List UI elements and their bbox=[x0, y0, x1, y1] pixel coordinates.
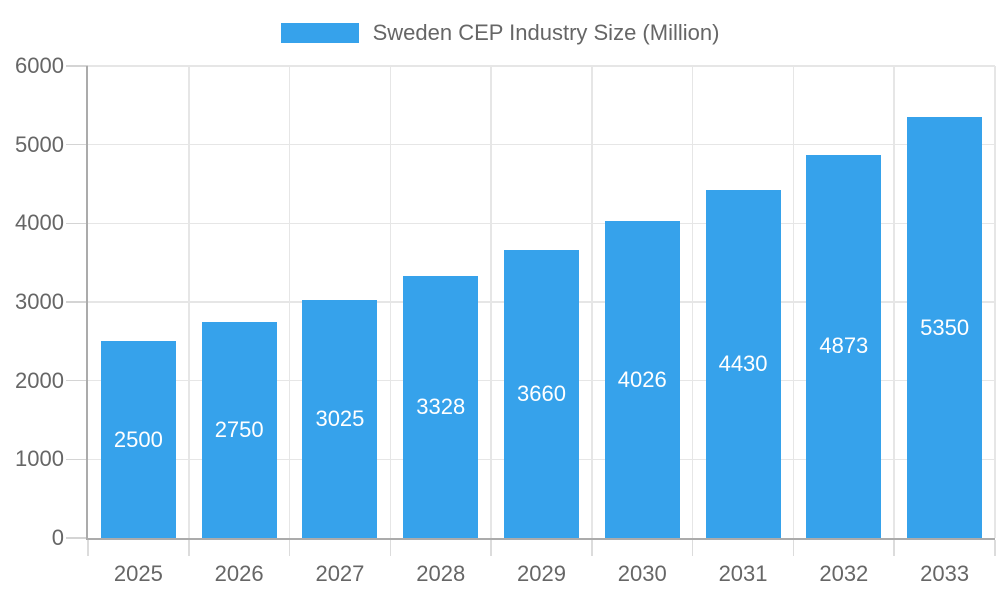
x-axis-label: 2030 bbox=[617, 561, 667, 586]
y-axis-tick bbox=[66, 379, 88, 382]
legend-swatch bbox=[280, 23, 359, 43]
y-axis-tick bbox=[66, 301, 88, 303]
x-gridline bbox=[994, 66, 996, 538]
y-axis-label: 2000 bbox=[15, 367, 64, 393]
x-axis-tick bbox=[87, 540, 89, 556]
x-axis-label: 2032 bbox=[819, 561, 869, 586]
y-axis-label: 5000 bbox=[15, 131, 64, 157]
bar[interactable] bbox=[806, 154, 882, 538]
bar[interactable] bbox=[302, 300, 378, 538]
x-gridline bbox=[288, 66, 291, 538]
y-gridline bbox=[88, 65, 995, 67]
legend-item[interactable]: Sweden CEP Industry Size (Million) bbox=[0, 20, 1000, 46]
bar-value-label: 5350 bbox=[920, 314, 970, 340]
y-axis-tick bbox=[66, 537, 88, 539]
bar-value-label: 2750 bbox=[214, 416, 264, 442]
y-gridline bbox=[88, 143, 995, 146]
bar[interactable] bbox=[201, 321, 277, 538]
x-axis-tick bbox=[792, 540, 795, 556]
y-axis-tick bbox=[66, 143, 88, 146]
bar[interactable] bbox=[503, 250, 580, 538]
bar[interactable] bbox=[604, 221, 680, 538]
y-axis-tick bbox=[66, 65, 88, 67]
x-gridline bbox=[792, 66, 795, 538]
x-gridline bbox=[691, 66, 694, 538]
y-axis-tick bbox=[66, 222, 88, 225]
x-axis-label: 2028 bbox=[416, 561, 466, 586]
legend-label: Sweden CEP Industry Size (Million) bbox=[372, 20, 720, 45]
bar-value-label: 4026 bbox=[617, 366, 667, 392]
y-gridline bbox=[88, 222, 995, 225]
x-gridline bbox=[188, 66, 190, 538]
y-axis-label: 4000 bbox=[15, 210, 64, 236]
x-axis-tick bbox=[893, 540, 895, 556]
x-gridline bbox=[591, 66, 593, 538]
x-gridline bbox=[490, 66, 492, 538]
x-gridline bbox=[389, 66, 392, 538]
x-axis-tick bbox=[188, 540, 190, 556]
bar-value-label: 2500 bbox=[113, 426, 163, 452]
y-axis-tick bbox=[66, 458, 88, 461]
x-axis-label: 2029 bbox=[517, 561, 566, 586]
x-axis-label: 2031 bbox=[718, 561, 768, 586]
x-axis-label: 2026 bbox=[214, 561, 264, 586]
x-axis-line bbox=[86, 538, 995, 540]
y-axis-label: 6000 bbox=[15, 53, 64, 78]
x-axis-tick bbox=[389, 540, 392, 556]
y-axis-label: 0 bbox=[51, 525, 64, 550]
x-axis-tick bbox=[288, 540, 291, 556]
x-axis-label: 2033 bbox=[920, 561, 970, 586]
bar[interactable] bbox=[403, 276, 479, 538]
x-axis-tick bbox=[591, 540, 593, 556]
bar-value-label: 4430 bbox=[718, 350, 768, 376]
x-axis-tick bbox=[490, 540, 492, 556]
bar-value-label: 3660 bbox=[517, 381, 566, 407]
y-axis-label: 3000 bbox=[15, 289, 64, 314]
bar-value-label: 3025 bbox=[315, 406, 365, 432]
x-axis-tick bbox=[994, 540, 996, 556]
bar-value-label: 3328 bbox=[416, 394, 466, 420]
x-axis-tick bbox=[691, 540, 694, 556]
x-gridline bbox=[893, 66, 895, 538]
bar-value-label: 4873 bbox=[819, 333, 869, 359]
x-axis-label: 2025 bbox=[113, 561, 163, 586]
y-axis-label: 1000 bbox=[15, 446, 64, 472]
bar[interactable] bbox=[907, 117, 983, 538]
bar[interactable] bbox=[100, 341, 176, 538]
bar[interactable] bbox=[705, 189, 781, 538]
x-axis-label: 2027 bbox=[315, 561, 365, 586]
y-axis-line bbox=[86, 66, 88, 540]
